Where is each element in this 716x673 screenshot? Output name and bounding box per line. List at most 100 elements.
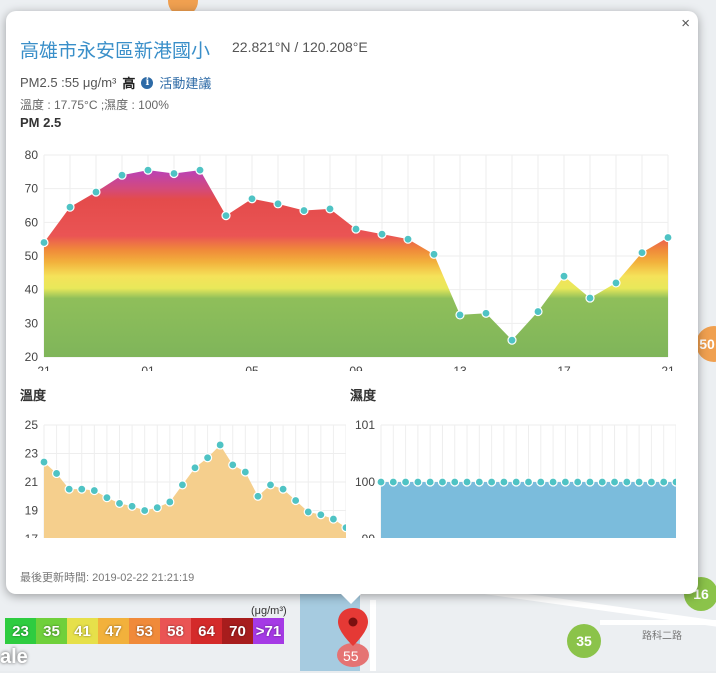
x-tick-label: 01 bbox=[141, 364, 155, 371]
data-point bbox=[325, 204, 335, 214]
data-point bbox=[455, 310, 465, 320]
data-point bbox=[376, 477, 386, 487]
data-point bbox=[316, 510, 326, 520]
station-popup: × 高雄市永安區新港國小 22.821°N / 120.208°E PM2.5 … bbox=[6, 11, 698, 594]
data-point bbox=[177, 480, 188, 490]
y-tick-label: 21 bbox=[25, 475, 39, 489]
data-point bbox=[152, 503, 162, 513]
data-point bbox=[413, 477, 423, 487]
legend-item: 47 bbox=[98, 618, 129, 644]
series-area bbox=[44, 170, 668, 357]
y-tick-label: 20 bbox=[25, 350, 39, 364]
data-point bbox=[573, 477, 583, 487]
station-title: 高雄市永安區新港國小 bbox=[20, 41, 211, 62]
data-point bbox=[228, 460, 238, 470]
data-point bbox=[240, 467, 250, 477]
selected-station-pin[interactable]: 55 bbox=[336, 608, 370, 673]
data-point bbox=[341, 523, 346, 533]
data-point bbox=[462, 477, 472, 487]
pm-chart-title: PM 2.5 bbox=[20, 115, 62, 130]
map-marker[interactable]: 50 bbox=[696, 326, 716, 362]
humidity-chart-title: 濕度 bbox=[350, 388, 377, 403]
map-place-label: ale bbox=[0, 646, 28, 668]
y-tick-label: 100 bbox=[355, 475, 375, 489]
y-tick-label: 25 bbox=[25, 418, 39, 432]
pm-level: 高 bbox=[122, 76, 136, 91]
data-point bbox=[659, 477, 669, 487]
data-point bbox=[671, 477, 676, 487]
data-point bbox=[328, 514, 339, 524]
data-point bbox=[202, 453, 213, 463]
marker-value: 16 bbox=[693, 586, 709, 602]
data-point bbox=[127, 501, 137, 511]
y-tick-label: 19 bbox=[25, 504, 39, 518]
data-point bbox=[548, 477, 558, 487]
legend-item: 70 bbox=[222, 618, 253, 644]
data-point bbox=[91, 187, 101, 197]
series-area bbox=[381, 482, 676, 538]
data-point bbox=[278, 484, 288, 494]
station-coords: 22.821°N / 120.208°E bbox=[232, 39, 368, 55]
data-point bbox=[65, 202, 75, 212]
data-point bbox=[533, 306, 543, 317]
data-point bbox=[39, 457, 49, 467]
legend-item: 53 bbox=[129, 618, 160, 644]
close-button[interactable]: × bbox=[681, 15, 690, 32]
data-point bbox=[437, 477, 448, 487]
y-tick-label: 70 bbox=[25, 182, 39, 196]
data-point bbox=[429, 249, 439, 259]
data-point bbox=[215, 440, 225, 450]
legend-item: 41 bbox=[67, 618, 98, 644]
legend-item: 35 bbox=[36, 618, 67, 644]
x-tick-label: 13 bbox=[453, 364, 467, 371]
data-point bbox=[474, 477, 484, 487]
data-point bbox=[481, 308, 491, 318]
legend-unit: (μg/m³) bbox=[251, 605, 287, 617]
info-icon[interactable]: i bbox=[141, 76, 154, 89]
x-tick-label: 05 bbox=[245, 364, 259, 371]
y-tick-label: 17 bbox=[25, 532, 39, 538]
data-point bbox=[253, 491, 263, 501]
humidity-chart: 101 100 99 bbox=[355, 418, 676, 538]
data-point bbox=[523, 477, 534, 487]
data-point bbox=[611, 278, 621, 288]
data-point bbox=[559, 271, 569, 281]
legend-item: 64 bbox=[191, 618, 222, 644]
data-point bbox=[140, 505, 150, 516]
temperature-chart: 25 23 21 19 17 bbox=[25, 418, 346, 538]
x-tick-label: 21 bbox=[37, 364, 51, 371]
data-point bbox=[89, 485, 99, 496]
data-point bbox=[536, 477, 546, 487]
y-tick-label: 40 bbox=[25, 283, 39, 297]
last-updated: 最後更新時間: 2019-02-22 21:21:19 bbox=[20, 572, 195, 584]
marker-value: 50 bbox=[699, 336, 715, 352]
y-tick-label: 23 bbox=[25, 447, 39, 461]
pm-value-text: PM2.5 :55 μg/m³ bbox=[20, 75, 117, 90]
data-point bbox=[117, 170, 127, 180]
data-point bbox=[51, 468, 62, 479]
data-point bbox=[221, 210, 231, 221]
data-point bbox=[403, 234, 413, 244]
map-road bbox=[370, 600, 376, 671]
data-point bbox=[507, 335, 517, 345]
data-point bbox=[511, 477, 521, 487]
data-point bbox=[646, 477, 657, 487]
data-point bbox=[247, 194, 257, 204]
activity-advice-link[interactable]: 活動建議 bbox=[159, 76, 212, 91]
data-point bbox=[400, 477, 411, 487]
data-point bbox=[622, 477, 632, 487]
y-tick-label: 60 bbox=[25, 215, 39, 229]
data-point bbox=[450, 477, 460, 487]
map-marker[interactable]: 35 bbox=[567, 624, 601, 658]
data-point bbox=[273, 199, 283, 209]
data-point bbox=[195, 165, 205, 175]
data-point bbox=[560, 477, 570, 487]
y-tick-label: 50 bbox=[25, 249, 39, 263]
data-point bbox=[609, 477, 620, 487]
data-point bbox=[303, 507, 313, 517]
popup-pointer bbox=[340, 593, 362, 604]
pm-summary: PM2.5 :55 μg/m³ 高 i 活動建議 bbox=[20, 73, 211, 92]
data-point bbox=[291, 495, 301, 506]
map-road bbox=[600, 620, 716, 625]
data-point bbox=[351, 224, 361, 234]
